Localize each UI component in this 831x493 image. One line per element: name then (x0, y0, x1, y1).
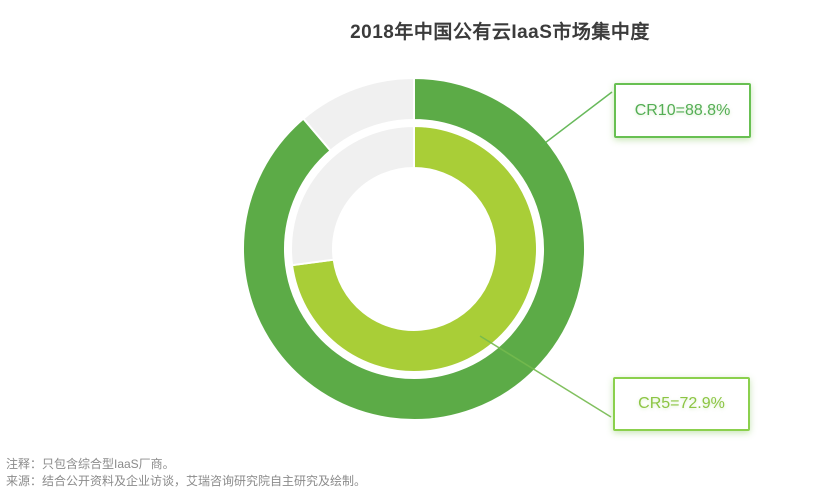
leader-line-cr10 (540, 91, 613, 147)
donut-rings (242, 77, 586, 421)
leader-line-cr5 (479, 335, 612, 418)
callout-cr5-label: CR5=72.9% (638, 395, 725, 412)
cr10-segment (242, 77, 586, 421)
note-line: 注释：只包含综合型IaaS厂商。 (6, 457, 175, 471)
chart-title: 2018年中国公有云IaaS市场集中度 (350, 22, 650, 43)
cr5-remainder-segment (290, 125, 415, 267)
callout-cr10-label: CR10=88.8% (634, 101, 731, 119)
cr5-segment (291, 125, 538, 373)
callout-cr10: CR10=88.8% (614, 83, 751, 138)
footnotes: 注释：只包含综合型IaaS厂商。 来源：结合公开资料及企业访谈，艾瑞咨询研究院自… (6, 456, 366, 490)
callout-leader-lines (479, 91, 613, 418)
callout-cr5: CR5=72.9% (613, 377, 750, 431)
source-line: 来源：结合公开资料及企业访谈，艾瑞咨询研究院自主研究及绘制。 (6, 474, 367, 488)
cr10-remainder-segment (302, 77, 415, 152)
